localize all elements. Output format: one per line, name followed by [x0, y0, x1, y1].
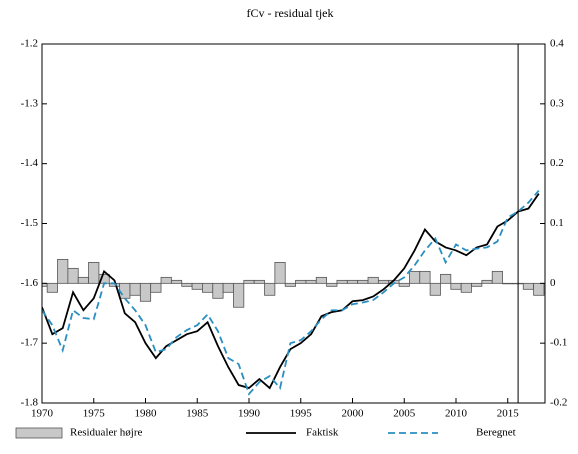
x-tick-label: 1980 [134, 408, 157, 420]
y-tick-label: -1.4 [21, 157, 39, 169]
bar [460, 282, 472, 293]
bar [336, 279, 348, 284]
y2-tick-label: 0.3 [550, 97, 564, 109]
bar [233, 282, 245, 308]
bar [170, 279, 183, 284]
legend-label: Residualer højre [70, 427, 143, 439]
bar [243, 279, 255, 284]
legend-label: Beregnet [476, 427, 516, 439]
bar [212, 282, 224, 299]
bar [481, 279, 493, 284]
bar [315, 276, 328, 284]
bar [139, 282, 152, 302]
legend-swatch [15, 427, 63, 439]
y2-tick-label: 0.1 [550, 217, 564, 229]
bar [409, 270, 421, 284]
x-tick-label: 1985 [186, 408, 209, 420]
y-tick-label: -1.6 [21, 277, 39, 289]
bar [419, 270, 431, 284]
bar [429, 282, 441, 296]
x-tick-label: 1970 [31, 408, 54, 420]
bar [377, 279, 390, 284]
bar [502, 282, 514, 285]
y2-tick-label: 0.4 [550, 38, 564, 50]
x-tick-label: 2000 [341, 408, 364, 420]
x-tick-label: 1995 [290, 408, 313, 420]
y2-tick-label: -0.2 [550, 397, 567, 409]
plot-frame [41, 43, 546, 404]
y-tick-label: -1.7 [21, 337, 39, 349]
bar [346, 279, 359, 284]
bar [150, 282, 162, 293]
y2-tick-label: -0.1 [550, 337, 567, 349]
bar [67, 267, 79, 284]
bar [440, 273, 452, 284]
x-tick-label: 1990 [238, 408, 261, 420]
x-tick-label: 1975 [83, 408, 106, 420]
bar [357, 279, 369, 284]
bar [398, 282, 410, 287]
bar [522, 282, 535, 290]
bar [450, 282, 462, 290]
bar [274, 261, 286, 284]
bar [491, 270, 503, 284]
x-tick-label: 2015 [497, 408, 520, 420]
bar [367, 276, 379, 284]
dashed-line [42, 190, 540, 396]
x-tick-label: 2005 [393, 408, 416, 420]
bar [57, 258, 69, 284]
bar [471, 282, 483, 287]
line [42, 193, 540, 390]
bar [77, 276, 89, 284]
y-tick-label: -1.8 [21, 397, 39, 409]
plot-area [42, 190, 545, 396]
bar [191, 282, 203, 290]
y-tick-label: -1.3 [21, 97, 39, 109]
bar [46, 282, 58, 293]
bar [129, 282, 141, 296]
bar [202, 282, 214, 293]
bar [253, 279, 265, 284]
y-tick-label: -1.5 [21, 217, 39, 229]
bar [222, 282, 234, 293]
bar [264, 282, 276, 296]
bar [119, 282, 131, 299]
bar [295, 279, 307, 284]
bar [88, 261, 100, 284]
bar [326, 282, 338, 287]
bar [284, 282, 296, 287]
x-tick-label: 2010 [445, 408, 468, 420]
bar [181, 282, 193, 287]
bar [160, 276, 172, 284]
y2-tick-label: 0 [550, 277, 556, 289]
y2-tick-label: 0.2 [550, 157, 564, 169]
bar [305, 279, 317, 284]
bar [533, 282, 545, 296]
chart-title: fCv - residual tjek [247, 6, 334, 20]
y-tick-label: -1.2 [21, 38, 38, 50]
legend-label: Faktisk [306, 427, 339, 439]
